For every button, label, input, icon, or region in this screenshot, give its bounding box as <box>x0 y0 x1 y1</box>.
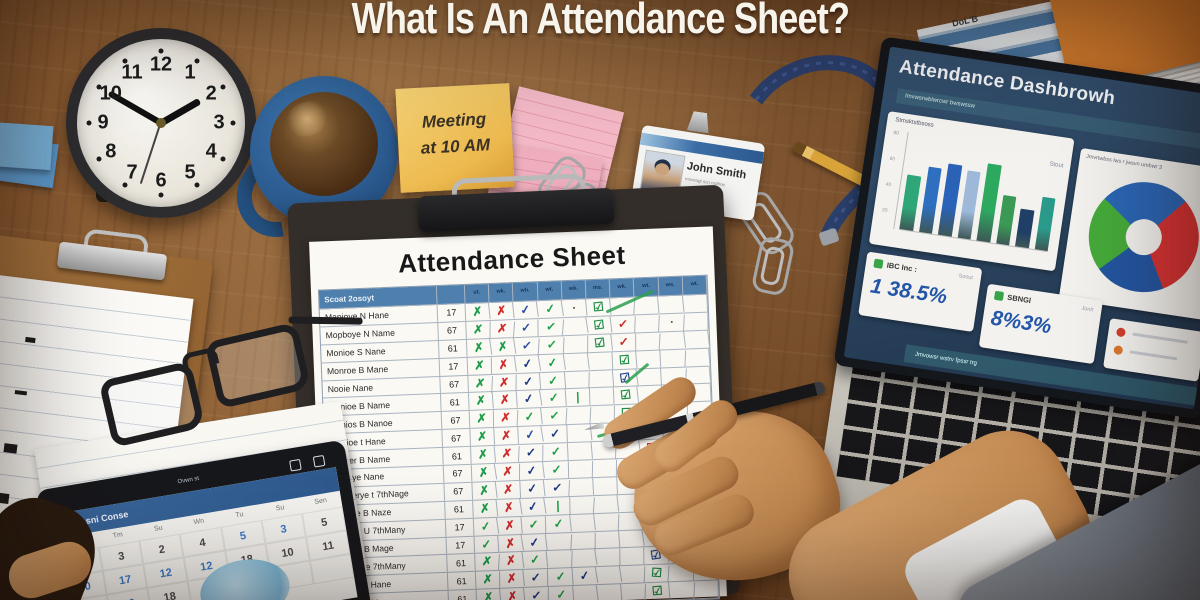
vignette-overlay <box>0 0 1200 600</box>
scene: 12 1 2 3 4 5 6 7 8 9 10 11 Meeting at 10 AM John Sm… <box>0 0 1200 600</box>
page-title: What Is An Attendance Sheet? <box>0 0 1200 44</box>
